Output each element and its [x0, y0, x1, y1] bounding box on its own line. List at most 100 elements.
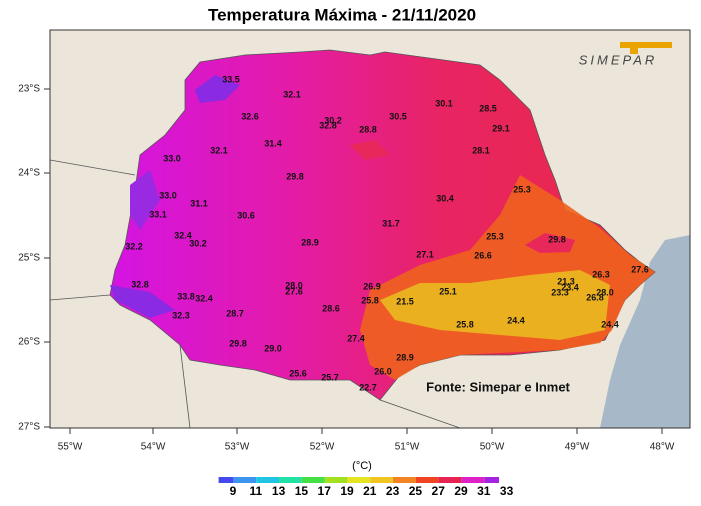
- station-value: 28.8: [359, 124, 377, 134]
- station-value: 32.6: [241, 111, 259, 121]
- station-value: 32.4: [174, 230, 192, 240]
- colorbar-segment: [233, 477, 257, 483]
- station-value: 31.1: [190, 198, 208, 208]
- station-value: 27.6: [631, 264, 649, 274]
- lat-label: 26°S: [18, 337, 40, 348]
- station-value: 25.6: [289, 368, 307, 378]
- station-value: 32.2: [125, 241, 143, 251]
- lon-label: 54°W: [141, 442, 166, 453]
- station-value: 27.6: [285, 286, 303, 296]
- colorbar-label: 17: [318, 484, 332, 498]
- colorbar-label: 29: [454, 484, 468, 498]
- colorbar-label: 21: [363, 484, 377, 498]
- station-value: 28.9: [396, 352, 414, 362]
- colorbar-segment: [461, 477, 485, 483]
- colorbar-segment: [415, 477, 439, 483]
- station-value: 22.7: [359, 382, 377, 392]
- station-value: 23.3: [551, 287, 569, 297]
- frame: [49, 29, 691, 429]
- station-value: 32.8: [131, 279, 149, 289]
- station-value: 32.3: [172, 310, 190, 320]
- station-value: 31.7: [382, 218, 400, 228]
- station-value: 29.8: [286, 171, 304, 181]
- station-value: 30.6: [237, 210, 255, 220]
- colorbar-segment: [438, 477, 462, 483]
- station-value: 21.3: [557, 276, 575, 286]
- station-value: 30.2: [324, 115, 342, 125]
- lon-label: 49°W: [565, 442, 590, 453]
- colorbar-label: 11: [249, 484, 262, 498]
- station-value: 29.8: [229, 338, 247, 348]
- colorbar-segment: [484, 477, 499, 483]
- lon-label: 50°W: [480, 442, 505, 453]
- colorbar-label: 25: [409, 484, 423, 498]
- colorbar-segment: [370, 477, 393, 483]
- source: Fonte: Simepar e Inmet: [426, 379, 570, 394]
- station-value: 33.5: [222, 74, 240, 84]
- station-value: 27.1: [416, 249, 434, 259]
- station-value: 25.7: [321, 372, 339, 382]
- station-value: 30.4: [436, 193, 454, 203]
- lat-label: 27°S: [18, 422, 40, 433]
- station-value: 29.1: [492, 123, 510, 133]
- station-value: 29.8: [548, 234, 566, 244]
- lat-label: 25°S: [18, 253, 40, 264]
- station-value: 28.6: [322, 303, 340, 313]
- colorbar-segment: [279, 477, 302, 483]
- colorbar-label: 9: [230, 484, 237, 498]
- station-value: 26.0: [374, 366, 392, 376]
- station-value: 25.1: [439, 286, 457, 296]
- colorbar-segment: [256, 477, 279, 483]
- station-value: 32.8: [319, 120, 337, 130]
- station-value: 32.4: [195, 293, 213, 303]
- colorbar-unit: (°C): [352, 460, 372, 472]
- lat-label: 23°S: [18, 84, 40, 95]
- title: Temperatura Máxima - 21/11/2020: [208, 5, 476, 24]
- station-value: 33.1: [149, 209, 167, 219]
- station-value: 28.5: [479, 103, 497, 113]
- colorbar-label: 13: [272, 484, 286, 498]
- station-value: 30.2: [189, 238, 207, 248]
- lon-label: 48°W: [650, 442, 675, 453]
- station-value: 25.3: [486, 231, 504, 241]
- lon-label: 51°W: [395, 442, 420, 453]
- station-value: 21.5: [396, 296, 414, 306]
- station-value: 25.3: [513, 184, 531, 194]
- station-value: 26.3: [592, 269, 610, 279]
- station-value: 23.4: [561, 282, 579, 292]
- station-value: 33.0: [159, 190, 177, 200]
- lat-label: 24°S: [18, 168, 40, 179]
- station-value: 29.0: [264, 343, 282, 353]
- colorbar-label: 31: [477, 484, 491, 498]
- station-value: 27.4: [347, 333, 365, 343]
- colorbar-segment: [218, 477, 234, 483]
- station-value: 33.0: [163, 153, 181, 163]
- station-value: 28.1: [472, 145, 490, 155]
- station-value: 26.6: [474, 250, 492, 260]
- lon-label: 53°W: [225, 442, 250, 453]
- station-value: 28.9: [301, 237, 319, 247]
- map-area: [50, 30, 690, 428]
- station-value: 28.7: [226, 308, 244, 318]
- station-value: 28.0: [285, 280, 303, 290]
- station-value: 31.4: [264, 138, 282, 148]
- lon-label: 55°W: [58, 442, 83, 453]
- colorbar-segment: [347, 477, 371, 483]
- colorbar-label: 33: [500, 484, 514, 498]
- station-value: 26.8: [586, 292, 604, 302]
- station-value: 25.8: [456, 319, 474, 329]
- station-value: 26.9: [363, 281, 381, 291]
- logo-text: SIMEPAR: [579, 52, 658, 67]
- colorbar-label: 23: [386, 484, 400, 498]
- station-value: 30.5: [389, 111, 407, 121]
- station-value: 24.4: [507, 315, 525, 325]
- colorbar-label: 27: [432, 484, 446, 498]
- station-value: 25.8: [361, 295, 379, 305]
- colorbar-segment: [324, 477, 348, 483]
- lon-label: 52°W: [310, 442, 335, 453]
- colorbar-segment: [301, 477, 325, 483]
- logo: SIMEPAR: [579, 42, 672, 67]
- station-value: 32.1: [210, 145, 228, 155]
- colorbar-label: 15: [295, 484, 309, 498]
